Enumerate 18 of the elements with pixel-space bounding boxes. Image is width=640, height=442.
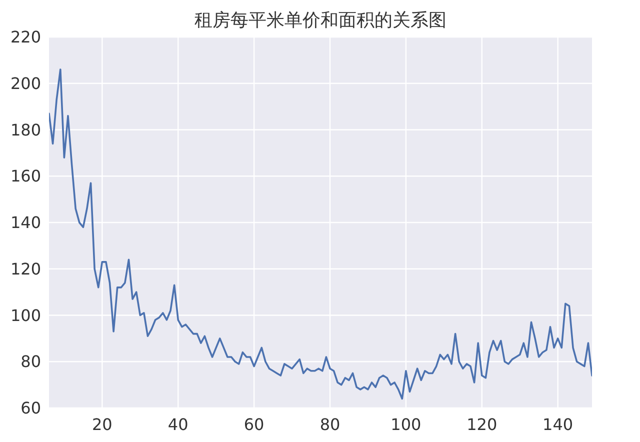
x-tick-label: 60 — [244, 415, 264, 434]
y-tick-label: 180 — [10, 120, 41, 140]
x-tick-label: 100 — [390, 415, 422, 434]
x-tick-label: 80 — [320, 415, 340, 434]
y-tick-label: 120 — [10, 259, 41, 278]
y-tick-label: 200 — [10, 74, 41, 93]
y-tick-label: 160 — [10, 166, 41, 186]
y-tick-label: 140 — [10, 213, 41, 232]
x-tick-label: 120 — [466, 415, 498, 434]
x-tick-label: 40 — [168, 415, 188, 434]
chart-title: 租房每平米单价和面积的关系图 — [194, 10, 446, 31]
y-tick-label: 60 — [20, 398, 41, 418]
y-tick-label: 100 — [10, 306, 41, 325]
line-series — [49, 68, 592, 400]
x-tick-label: 20 — [92, 415, 112, 434]
y-tick-label: 220 — [10, 28, 41, 47]
x-tick-label: 140 — [542, 415, 574, 434]
y-tick-label: 80 — [20, 352, 41, 372]
